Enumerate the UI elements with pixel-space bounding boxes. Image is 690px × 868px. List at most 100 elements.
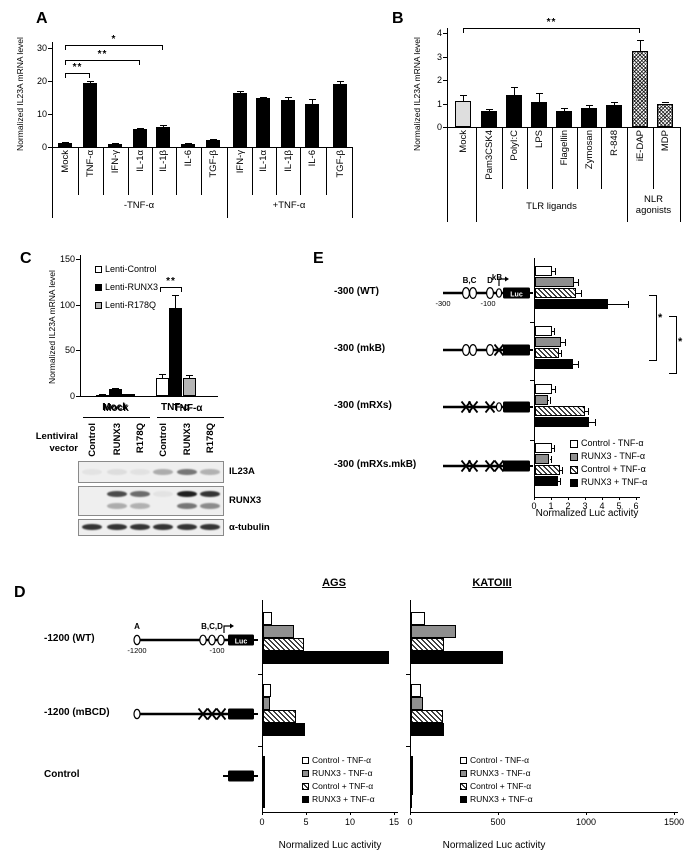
svg-text:A: A	[134, 622, 140, 631]
group-tick	[530, 322, 534, 323]
x-tick-label: 1500	[663, 817, 685, 827]
bar	[535, 326, 552, 336]
error-bar	[513, 87, 515, 96]
sig-bracket	[65, 73, 90, 78]
blot-band	[177, 491, 197, 497]
x-tick-label: 1000	[575, 817, 597, 827]
x-axis-tick	[568, 497, 569, 500]
x-axis-tick	[602, 497, 603, 500]
error-bar	[462, 95, 464, 102]
x-axis-tick	[585, 497, 586, 500]
svg-text:-100: -100	[480, 299, 495, 308]
bar	[333, 84, 347, 147]
sig-bracket	[463, 28, 640, 33]
category-separator	[601, 127, 602, 189]
legend-swatch	[95, 266, 102, 273]
bar	[535, 476, 558, 486]
bar	[411, 795, 412, 808]
category-label-text: R-848	[608, 130, 620, 156]
group-label: -TNF-α	[123, 200, 155, 211]
bar	[233, 92, 247, 147]
lentiviral-vector-label-line2: vector	[49, 443, 78, 454]
bar	[263, 651, 389, 664]
category-separator	[627, 127, 628, 189]
error-bar	[608, 304, 628, 305]
x-axis-tick	[410, 812, 411, 815]
y-axis-tick	[48, 81, 52, 82]
legend-swatch	[460, 757, 467, 764]
category-label: RUNX3	[110, 423, 124, 455]
legend-label: RUNX3 - TNF-α	[581, 451, 646, 461]
category-separator	[326, 147, 327, 195]
bar	[535, 395, 548, 405]
group-separator	[627, 189, 628, 222]
construct-diagram	[443, 400, 533, 414]
sig-star: **	[97, 49, 108, 60]
blot-band	[82, 524, 102, 530]
error-bar-cap	[459, 95, 467, 97]
category-label: Mock	[102, 402, 128, 413]
error-bar	[311, 98, 313, 105]
bar	[133, 128, 147, 147]
legend-label: RUNX3 - TNF-α	[312, 768, 373, 778]
lentiviral-vector-label-line1: Lentiviral	[35, 431, 78, 442]
category-label: IL-1β	[156, 150, 170, 172]
category-label-text: IL-6	[182, 150, 194, 167]
x-axis	[410, 812, 678, 813]
blot-band	[107, 524, 127, 530]
category-label-text: Mock	[59, 150, 71, 173]
group-tick	[406, 674, 410, 675]
bar	[535, 384, 552, 394]
category-label-text: TGF-β	[334, 150, 346, 178]
error-bar-cap	[172, 294, 179, 296]
blot-row-label: α-tubulin	[229, 521, 270, 533]
x-axis-tick	[350, 812, 351, 815]
error-bar-cap	[595, 419, 597, 426]
svg-text:D: D	[487, 276, 493, 285]
error-bar-cap	[564, 339, 566, 346]
category-label: IL-1α	[133, 150, 147, 172]
x-axis-tick	[636, 497, 637, 500]
error-bar	[549, 459, 552, 460]
bar	[535, 337, 562, 347]
bar	[632, 50, 648, 127]
group-separator	[447, 189, 448, 222]
x-axis-tick	[551, 497, 552, 500]
category-separator	[226, 147, 228, 195]
category-label-text: PolyI:C	[508, 130, 520, 161]
category-label-text: IL-1α	[257, 150, 269, 172]
error-bar	[547, 400, 550, 401]
blot-band	[107, 503, 127, 509]
bar	[411, 769, 413, 782]
y-axis	[534, 258, 535, 497]
svg-text:Luc: Luc	[235, 639, 248, 646]
bar	[263, 638, 305, 651]
error-bar	[339, 80, 341, 85]
bar	[411, 782, 413, 795]
x-tick-label: 5	[616, 501, 622, 511]
bar	[411, 625, 456, 638]
bar	[155, 377, 169, 396]
construct-diagram	[133, 707, 258, 721]
bar	[181, 143, 195, 147]
blot-box	[78, 461, 224, 483]
error-bar	[575, 293, 581, 294]
category-label: R178Q	[133, 423, 147, 453]
ags-title: AGS	[322, 577, 346, 589]
blot-band	[130, 503, 150, 509]
group-separator	[226, 195, 228, 218]
category-separator	[200, 147, 202, 195]
category-label: TGF-β	[206, 150, 220, 178]
category-label-text: Zymosan	[583, 130, 595, 170]
category-label: IFN-γ	[108, 150, 122, 173]
bar	[535, 417, 590, 427]
error-bar	[239, 90, 241, 93]
bar	[182, 377, 196, 396]
category-label: Pam3CSK4	[482, 130, 496, 180]
category-label-text: IL-1β	[157, 150, 169, 172]
bar	[263, 782, 265, 795]
bar	[535, 443, 552, 453]
category-separator	[175, 147, 177, 195]
bar	[411, 638, 445, 651]
x-tick-label: 0	[531, 501, 537, 511]
